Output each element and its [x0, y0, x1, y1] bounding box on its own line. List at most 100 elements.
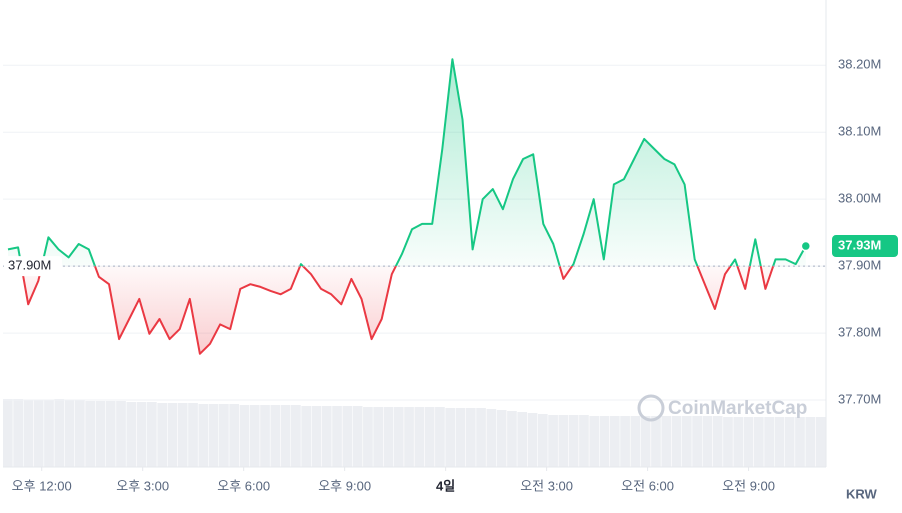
- y-tick-label: 38.00M: [838, 191, 881, 206]
- watermark: CoinMarketCap: [637, 394, 807, 422]
- volume-bar: [352, 406, 363, 467]
- volume-bar: [681, 416, 692, 467]
- volume-bar: [568, 415, 579, 467]
- volume-bar: [332, 406, 342, 467]
- current-price-badge: [832, 235, 898, 258]
- volume-bar: [640, 416, 651, 467]
- volume-bar: [373, 407, 384, 467]
- y-tick-label: 38.10M: [838, 124, 881, 139]
- volume-bar: [486, 409, 497, 467]
- volume-bar: [795, 417, 805, 467]
- volume-bar: [455, 408, 466, 467]
- volume-bar: [311, 406, 322, 467]
- volume-bar: [126, 402, 137, 467]
- volume-bar: [712, 416, 723, 467]
- area-above: [8, 59, 806, 267]
- volume-bar: [743, 417, 754, 467]
- volume-bar: [764, 417, 774, 467]
- volume-bar: [44, 400, 54, 467]
- volume-bar: [321, 406, 332, 467]
- volume-bar: [3, 399, 13, 467]
- volume-bar: [157, 403, 167, 467]
- volume-bar: [558, 415, 569, 467]
- volume-bar: [445, 408, 456, 467]
- currency-label: KRW: [846, 486, 878, 501]
- volume-bar: [620, 416, 630, 467]
- volume-bar: [64, 400, 75, 467]
- volume-bar: [774, 417, 785, 467]
- watermark-text: CoinMarketCap: [668, 398, 807, 419]
- x-tick-label: 오후 3:00: [116, 478, 169, 493]
- volume-bar: [414, 407, 425, 467]
- volume-bar: [753, 417, 764, 467]
- volume-bar: [651, 416, 661, 467]
- x-tick-label: 오후 9:00: [318, 478, 371, 493]
- volume-bar: [661, 416, 672, 467]
- volume-bar: [147, 402, 157, 467]
- volume-bar: [85, 401, 95, 467]
- y-tick-label: 37.90M: [838, 258, 881, 273]
- area-below: [21, 266, 774, 354]
- volume-layer: [3, 399, 826, 467]
- volume-bar: [537, 414, 548, 467]
- last-point: [800, 240, 812, 252]
- volume-bar: [805, 417, 816, 467]
- volume-bar: [239, 405, 250, 467]
- volume-bar: [476, 408, 486, 467]
- volume-bar: [630, 416, 641, 467]
- volume-bar: [723, 417, 733, 467]
- volume-bar: [579, 415, 589, 467]
- y-tick-label: 37.70M: [838, 391, 881, 406]
- volume-bar: [527, 413, 538, 467]
- volume-bar: [249, 405, 260, 467]
- volume-bar: [589, 416, 600, 467]
- x-tick-label: 오전 6:00: [621, 478, 674, 493]
- volume-bar: [95, 401, 106, 467]
- x-tick-label: 오전 3:00: [520, 478, 573, 493]
- volume-bar: [435, 407, 445, 467]
- volume-bar: [75, 400, 85, 467]
- line-below: [20, 266, 775, 355]
- volume-bar: [105, 401, 116, 467]
- volume-bar: [219, 404, 229, 467]
- volume-bar: [229, 404, 240, 467]
- volume-bar: [301, 406, 312, 467]
- volume-bar: [599, 416, 610, 467]
- x-tick-label: 오후 12:00: [12, 478, 72, 493]
- volume-bar: [548, 415, 558, 467]
- volume-bar: [815, 417, 826, 467]
- volume-bar: [496, 410, 507, 467]
- volume-bar: [702, 416, 713, 467]
- volume-bar: [671, 416, 682, 467]
- line-above: [7, 58, 807, 267]
- volume-bar: [424, 407, 435, 467]
- plot-layer: 37.90M 37.93M: [3, 58, 898, 355]
- volume-bar: [280, 405, 291, 467]
- volume-bar: [136, 402, 147, 467]
- volume-bar: [23, 400, 34, 467]
- volume-bar: [609, 416, 620, 467]
- grid-layer: 37.70M 37.80M 37.90M 38.00M 38.10M 38.20M 오후 1…: [3, 57, 881, 493]
- volume-bar: [507, 411, 517, 467]
- volume-bar: [465, 408, 476, 467]
- volume-bar: [167, 403, 178, 467]
- volume-bar: [383, 407, 394, 467]
- volume-bar: [188, 403, 198, 467]
- volume-bar: [342, 406, 353, 467]
- volume-bar: [784, 417, 795, 467]
- baseline-label-bg: [4, 256, 62, 277]
- volume-bar: [208, 404, 219, 467]
- x-tick-label: 오전 9:00: [722, 478, 775, 493]
- x-tick-label: 오후 6:00: [217, 478, 270, 493]
- y-tick-label: 37.80M: [838, 325, 881, 340]
- y-tick-label: 38.20M: [838, 57, 881, 72]
- volume-bar: [733, 417, 744, 467]
- volume-bar: [363, 407, 373, 467]
- volume-bar: [404, 407, 414, 467]
- volume-bar: [13, 399, 23, 467]
- volume-bar: [116, 401, 126, 467]
- watermark-logo: [637, 394, 665, 422]
- baseline-label: 37.90M: [8, 258, 51, 273]
- volume-bar: [54, 399, 65, 467]
